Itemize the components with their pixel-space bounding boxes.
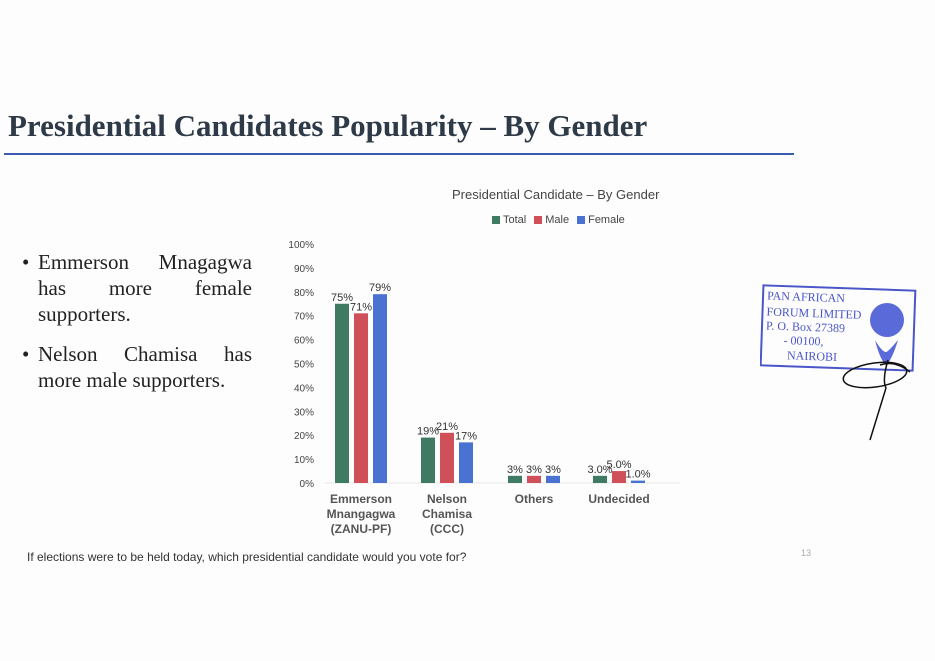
legend-label: Total — [503, 214, 527, 226]
bar-female — [373, 294, 387, 483]
bullet-point: • Nelson Chamisa has more male supporter… — [22, 341, 252, 393]
data-label: 1.0% — [625, 469, 650, 481]
data-label: 19% — [417, 426, 439, 438]
chart-title: Presidential Candidate – By Gender — [452, 187, 660, 202]
data-label: 3% — [545, 464, 561, 476]
data-label: 17% — [455, 430, 477, 442]
x-category-label: (CCC) — [430, 522, 464, 536]
data-label: 79% — [369, 282, 391, 294]
legend-label: Male — [545, 214, 570, 226]
stamp-line: FORUM LIMITED — [766, 305, 862, 322]
legend-item-male: Male — [534, 214, 569, 226]
signature — [842, 359, 911, 441]
x-category-label: (ZANU-PF) — [331, 522, 392, 536]
y-tick-label: 0% — [300, 479, 315, 490]
bullet-point: • Emmerson Mnagagwa has more female supp… — [22, 249, 252, 327]
bullet-icon: • — [22, 342, 30, 366]
legend-label: Female — [588, 214, 625, 226]
company-stamp: PAN AFRICAN FORUM LIMITED P. O. Box 2738… — [760, 284, 917, 441]
y-tick-label: 70% — [294, 312, 314, 323]
y-tick-label: 80% — [294, 288, 314, 299]
bar-female — [631, 480, 645, 483]
data-label: 71% — [350, 301, 372, 313]
legend-swatch — [492, 216, 500, 224]
x-category-label: Others — [515, 492, 554, 506]
y-tick-label: 40% — [294, 383, 314, 394]
y-tick-label: 100% — [288, 240, 314, 251]
chart-legend: Total Male Female — [492, 214, 625, 226]
y-tick-label: 60% — [294, 336, 314, 347]
bullet-text: Nelson Chamisa has more male supporters. — [38, 342, 252, 392]
hands-icon — [875, 340, 898, 365]
bar-total — [593, 475, 607, 483]
y-tick-label: 90% — [294, 264, 314, 275]
x-category-label: Emmerson — [330, 492, 392, 506]
data-label: 3% — [507, 464, 523, 476]
x-category-label: Nelson — [427, 492, 467, 506]
bar-female — [546, 475, 560, 483]
stamp-line: - 00100, — [783, 333, 823, 348]
bar-male — [527, 475, 541, 483]
bar-male — [612, 471, 626, 483]
bar-female — [459, 442, 473, 483]
survey-question: If elections were to be held today, whic… — [27, 550, 467, 564]
data-label: 3.0% — [587, 464, 612, 476]
y-tick-label: 20% — [294, 431, 314, 442]
bar-total — [421, 437, 435, 483]
y-tick-label: 30% — [294, 407, 314, 418]
y-tick-label: 50% — [294, 360, 314, 371]
bar-total — [335, 303, 349, 483]
globe-icon — [870, 303, 904, 337]
title-divider — [4, 153, 794, 155]
y-tick-label: 10% — [294, 455, 314, 466]
bar-male — [440, 432, 454, 483]
stamp-line: NAIROBI — [787, 348, 837, 364]
legend-item-total: Total — [492, 214, 526, 226]
page-number: 13 — [801, 548, 812, 558]
bullet-icon: • — [22, 250, 30, 274]
stamp-line: PAN AFRICAN — [767, 289, 846, 306]
data-label: 5.0% — [606, 459, 631, 471]
bar-total — [508, 475, 522, 483]
stamp-line: P. O. Box 27389 — [766, 318, 845, 335]
x-category-label: Chamisa — [422, 507, 472, 521]
bullet-text: Emmerson Mnagagwa has more female suppor… — [38, 250, 252, 326]
legend-swatch — [577, 216, 586, 224]
slide-title: Presidential Candidates Popularity – By … — [8, 108, 648, 143]
data-label: 21% — [436, 421, 458, 433]
bar-male — [354, 313, 368, 483]
data-label: 3% — [526, 464, 542, 476]
legend-item-female: Female — [577, 214, 625, 226]
legend-swatch — [534, 216, 543, 224]
x-category-label: Undecided — [588, 492, 649, 506]
x-category-label: Mnangagwa — [327, 507, 396, 521]
data-label: 75% — [331, 292, 353, 304]
